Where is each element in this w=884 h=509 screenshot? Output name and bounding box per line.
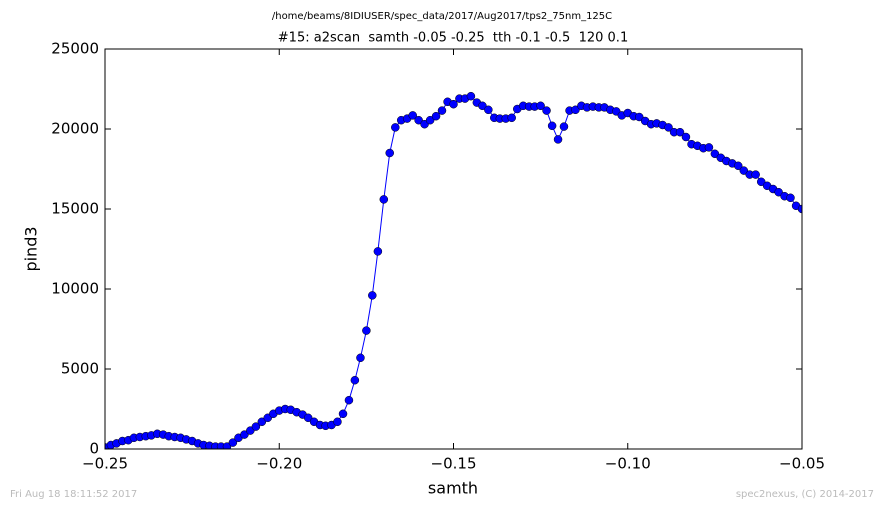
- data-point: [338, 409, 348, 419]
- data-point: [710, 149, 720, 159]
- data-point: [449, 99, 458, 109]
- data-point: [571, 105, 580, 115]
- data-point: [536, 101, 545, 111]
- data-point: [751, 170, 760, 179]
- data-point: [385, 148, 394, 158]
- data-point: [542, 106, 551, 115]
- data-point: [797, 204, 802, 214]
- data-point: [553, 135, 563, 144]
- data-point: [774, 187, 783, 197]
- data-point: [704, 143, 714, 152]
- data-point: [414, 115, 423, 125]
- y-tick-label: 20000: [51, 120, 99, 138]
- data-point: [547, 121, 557, 131]
- data-point: [240, 430, 249, 439]
- data-point: [303, 413, 313, 423]
- data-point: [635, 112, 644, 122]
- data-point: [484, 105, 493, 115]
- data-point: [425, 115, 435, 125]
- y-axis-label: pind3: [22, 226, 41, 271]
- x-tick-label: −0.15: [431, 455, 477, 473]
- data-point: [344, 395, 354, 405]
- x-axis-label: samth: [428, 479, 478, 498]
- x-tick-label: −0.10: [605, 455, 651, 473]
- suptitle: /home/beams/8IDIUSER/spec_data/2017/Aug2…: [272, 11, 612, 22]
- x-tick-label: −0.05: [779, 455, 825, 473]
- data-point: [408, 111, 417, 120]
- x-tick-label: −0.25: [82, 455, 128, 473]
- data-point: [391, 123, 400, 132]
- data-point: [362, 326, 371, 335]
- data-point: [664, 123, 673, 132]
- data-point: [437, 106, 447, 115]
- y-tick-label: 15000: [51, 200, 99, 218]
- data-point: [675, 127, 685, 137]
- data-point: [559, 122, 569, 131]
- data-point: [478, 101, 487, 111]
- data-point: [333, 417, 342, 427]
- data-point: [257, 417, 267, 427]
- data-point: [466, 91, 476, 101]
- data-point: [739, 166, 749, 175]
- data-point: [251, 422, 261, 431]
- x-tick-label: −0.20: [256, 455, 302, 473]
- y-tick-label: 5000: [61, 360, 99, 378]
- data-point: [786, 193, 795, 203]
- footer-credit: spec2nexus, (C) 2014-2017: [736, 489, 874, 500]
- data-point: [228, 438, 238, 447]
- data-point: [368, 291, 377, 300]
- y-tick-label: 25000: [51, 40, 99, 58]
- data-point: [373, 247, 383, 256]
- data-point: [507, 113, 516, 123]
- data-point: [356, 353, 365, 363]
- data-point: [431, 111, 441, 121]
- y-tick-label: 10000: [51, 280, 99, 298]
- plot-frame: [104, 48, 803, 450]
- data-point: [379, 195, 389, 204]
- data-point: [350, 375, 360, 385]
- data-point: [733, 161, 743, 171]
- footer-date: Fri Aug 18 18:11:52 2017: [10, 489, 137, 500]
- y-tick-label: 0: [89, 440, 99, 458]
- data-point: [681, 132, 691, 142]
- chart-title: #15: a2scan samth -0.05 -0.25 tth -0.1 -…: [278, 31, 628, 46]
- data-point: [756, 177, 766, 187]
